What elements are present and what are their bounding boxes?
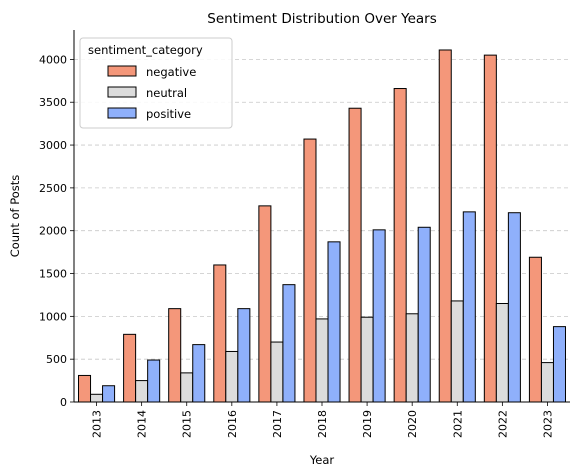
bar-neutral-2021: [450, 300, 464, 403]
legend-title: sentiment_category: [88, 43, 203, 57]
bar-negative-2014: [123, 333, 137, 403]
legend-label-negative: negative: [146, 65, 196, 79]
bar-negative-2017: [258, 205, 272, 403]
bar-negative-2021: [438, 49, 452, 403]
bar-positive-2018: [327, 241, 341, 403]
legend-swatch-negative: [107, 65, 137, 77]
bar-positive-2020: [417, 226, 431, 403]
bar-neutral-2018: [315, 318, 329, 403]
bar-positive-2023: [552, 326, 566, 403]
x-tick-label: 2019: [361, 410, 374, 438]
bar-neutral-2016: [225, 350, 239, 403]
bar-neutral-2023: [540, 362, 554, 403]
ticks-group: 0 500 1000 1500 2000 2500 3000 3500 4000 2013 2014…: [39, 53, 554, 438]
bar-neutral-2015: [180, 372, 194, 403]
legend-swatch-positive: [107, 107, 137, 119]
bar-positive-2014: [147, 359, 161, 403]
bar-negative-2020: [393, 88, 407, 403]
bar-neutral-2013: [90, 393, 104, 403]
bar-negative-2022: [483, 54, 497, 403]
legend-swatch-neutral: [107, 86, 137, 98]
x-tick-label: 2016: [226, 410, 239, 438]
bar-neutral-2019: [360, 316, 374, 403]
legend-label-neutral: neutral: [146, 86, 187, 100]
x-tick-label: 2013: [91, 410, 104, 438]
y-tick-label: 2000: [39, 225, 67, 238]
y-tick-label: 4000: [39, 53, 67, 66]
bar-positive-2021: [462, 211, 476, 403]
bar-neutral-2022: [495, 303, 509, 403]
bar-negative-2018: [303, 138, 317, 403]
bar-positive-2017: [282, 284, 296, 403]
x-tick-label: 2023: [541, 410, 554, 438]
y-tick-label: 500: [46, 353, 67, 366]
y-tick-label: 2500: [39, 182, 67, 195]
bar-negative-2013: [78, 374, 92, 403]
bar-positive-2015: [192, 344, 206, 403]
bar-positive-2016: [237, 308, 251, 403]
y-tick-label: 3500: [39, 96, 67, 109]
legend: sentiment_category negative neutral positiv…: [79, 37, 233, 129]
legend-label-positive: positive: [146, 107, 191, 121]
bar-neutral-2020: [405, 313, 419, 403]
bar-neutral-2014: [135, 380, 149, 403]
y-tick-label: 0: [60, 396, 67, 409]
bar-negative-2023: [528, 256, 542, 403]
y-tick-label: 3000: [39, 139, 67, 152]
x-tick-label: 2018: [316, 410, 329, 438]
bars-group: [78, 49, 566, 403]
x-tick-label: 2015: [181, 410, 194, 438]
y-axis-label: Count of Posts: [8, 175, 22, 258]
x-tick-label: 2020: [406, 410, 419, 438]
bar-negative-2016: [213, 264, 227, 403]
bar-positive-2022: [507, 212, 521, 403]
bar-neutral-2017: [270, 341, 284, 403]
y-tick-label: 1500: [39, 268, 67, 281]
chart-title: Sentiment Distribution Over Years: [207, 11, 437, 27]
y-tick-label: 1000: [39, 310, 67, 323]
x-axis-label: Year: [309, 453, 335, 467]
bar-negative-2015: [168, 308, 182, 403]
bar-positive-2013: [102, 385, 116, 403]
x-tick-label: 2014: [136, 410, 149, 438]
x-tick-label: 2022: [496, 410, 509, 438]
x-tick-label: 2021: [451, 410, 464, 438]
x-tick-label: 2017: [271, 410, 284, 438]
legend-box: [79, 37, 233, 129]
bar-negative-2019: [348, 107, 362, 403]
bar-positive-2019: [372, 229, 386, 403]
